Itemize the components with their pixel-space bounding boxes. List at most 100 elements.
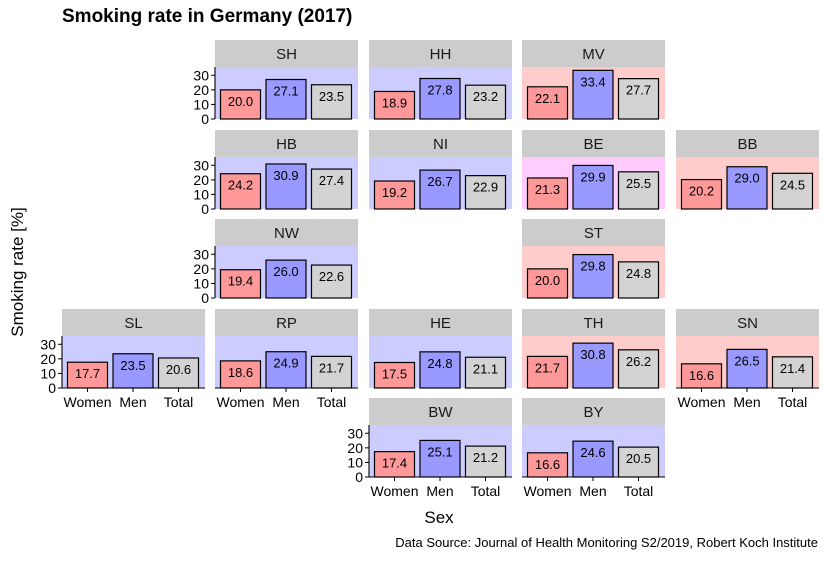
bar-hb-men xyxy=(265,163,307,210)
bar-be-total xyxy=(617,171,660,210)
data-label-ni-men: 26.7 xyxy=(427,174,452,189)
data-label-by-women: 16.6 xyxy=(535,457,560,472)
y-tick-label-bw-10: 10 xyxy=(347,454,363,470)
bar-he-total xyxy=(464,356,507,389)
bar-hh-total xyxy=(464,84,507,120)
data-label-hb-total: 27.4 xyxy=(319,173,344,188)
data-label-bb-women: 20.2 xyxy=(689,184,714,199)
facet-strip-mv xyxy=(522,40,665,67)
data-label-he-men: 24.8 xyxy=(427,356,452,371)
bar-sl-women xyxy=(66,361,109,389)
y-tick-label-bw-20: 20 xyxy=(347,440,363,456)
x-tick-label-sn-men: Men xyxy=(733,394,760,410)
data-label-th-women: 21.7 xyxy=(535,360,560,375)
y-tick-label-sh-10: 10 xyxy=(193,96,209,112)
bar-sl-men xyxy=(112,353,154,389)
bar-th-men xyxy=(572,342,614,389)
facet-label-sl: SL xyxy=(124,315,142,332)
data-label-sl-women: 17.7 xyxy=(75,366,100,381)
facet-label-be: BE xyxy=(583,136,603,153)
bar-rp-men xyxy=(265,351,307,389)
data-label-hh-total: 23.2 xyxy=(473,89,498,104)
bar-by-women xyxy=(526,452,569,478)
data-label-sn-men: 26.5 xyxy=(734,353,759,368)
bar-sn-total xyxy=(771,356,814,389)
facet-label-sh: SH xyxy=(276,46,297,63)
y-tick-label-sl-10: 10 xyxy=(40,365,56,381)
data-label-mv-total: 27.7 xyxy=(626,83,651,98)
x-tick-label-sn-women: Women xyxy=(678,394,726,410)
bar-bb-women xyxy=(680,178,723,210)
facet-label-mv: MV xyxy=(582,46,605,63)
facet-strip-sn xyxy=(676,309,819,336)
x-tick-label-by-total: Total xyxy=(624,483,654,499)
facet-strip-st xyxy=(522,219,665,246)
facet-strip-nw xyxy=(215,219,358,246)
y-tick-label-sh-30: 30 xyxy=(193,67,209,83)
facet-label-ni: NI xyxy=(433,136,448,153)
data-label-hh-women: 18.9 xyxy=(382,95,407,110)
data-label-rp-total: 21.7 xyxy=(319,360,344,375)
facet-strip-bw xyxy=(369,398,512,425)
data-label-ni-total: 22.9 xyxy=(473,180,498,195)
data-label-hh-men: 27.8 xyxy=(427,82,452,97)
data-label-be-total: 25.5 xyxy=(626,176,651,191)
data-label-nw-total: 22.6 xyxy=(319,269,344,284)
data-label-th-men: 30.8 xyxy=(580,347,605,362)
bar-sn-men xyxy=(726,348,768,389)
bar-nw-men xyxy=(265,259,307,299)
bar-st-men xyxy=(572,253,614,299)
bar-ni-men xyxy=(419,169,461,210)
facet-strip-sl xyxy=(62,309,205,336)
data-label-rp-women: 18.6 xyxy=(228,365,253,380)
facet-strip-bb xyxy=(676,130,819,157)
data-label-bw-women: 17.4 xyxy=(382,456,407,471)
data-label-th-total: 26.2 xyxy=(626,354,651,369)
bar-sn-women xyxy=(680,363,723,389)
facet-strip-ni xyxy=(369,130,512,157)
facet-label-st: ST xyxy=(584,225,603,242)
data-label-nw-women: 19.4 xyxy=(228,274,253,289)
facet-label-sn: SN xyxy=(737,315,758,332)
facet-label-bw: BW xyxy=(428,404,453,421)
data-label-mv-men: 33.4 xyxy=(580,74,605,89)
data-label-hb-women: 24.2 xyxy=(228,178,253,193)
x-tick-label-sl-women: Women xyxy=(64,394,112,410)
x-tick-label-sl-total: Total xyxy=(164,394,194,410)
facet-label-bb: BB xyxy=(737,136,757,153)
data-label-he-women: 17.5 xyxy=(382,367,407,382)
data-label-sh-women: 20.0 xyxy=(228,94,253,109)
x-tick-label-bw-women: Women xyxy=(371,483,419,499)
facet-label-he: HE xyxy=(430,315,451,332)
bar-hh-women xyxy=(373,90,416,120)
bar-ni-women xyxy=(373,180,416,210)
y-tick-label-nw-20: 20 xyxy=(193,261,209,277)
bar-ni-total xyxy=(464,175,507,210)
facet-label-th: TH xyxy=(584,315,604,332)
chart-title: Smoking rate in Germany (2017) xyxy=(62,6,353,27)
bar-st-women xyxy=(526,268,569,299)
x-tick-label-by-men: Men xyxy=(579,483,606,499)
bar-be-men xyxy=(572,164,614,210)
bar-rp-total xyxy=(310,355,353,389)
facet-label-hh: HH xyxy=(430,46,452,63)
bar-sh-women xyxy=(219,89,262,120)
bar-mv-total xyxy=(617,78,660,120)
x-tick-label-rp-women: Women xyxy=(217,394,265,410)
bar-sh-total xyxy=(310,84,353,120)
bar-bw-men xyxy=(419,439,461,478)
x-tick-label-rp-total: Total xyxy=(317,394,347,410)
x-axis-label: Sex xyxy=(424,508,454,527)
bar-be-women xyxy=(526,177,569,210)
facet-strip-he xyxy=(369,309,512,336)
bar-mv-women xyxy=(526,86,569,120)
facet-label-by: BY xyxy=(583,404,603,421)
y-tick-label-sh-20: 20 xyxy=(193,82,209,98)
bar-hb-women xyxy=(219,173,262,210)
data-label-he-total: 21.1 xyxy=(473,361,498,376)
data-label-sl-total: 20.6 xyxy=(166,362,191,377)
data-label-sl-men: 23.5 xyxy=(120,358,145,373)
facet-strip-be xyxy=(522,130,665,157)
facet-strip-hh xyxy=(369,40,512,67)
